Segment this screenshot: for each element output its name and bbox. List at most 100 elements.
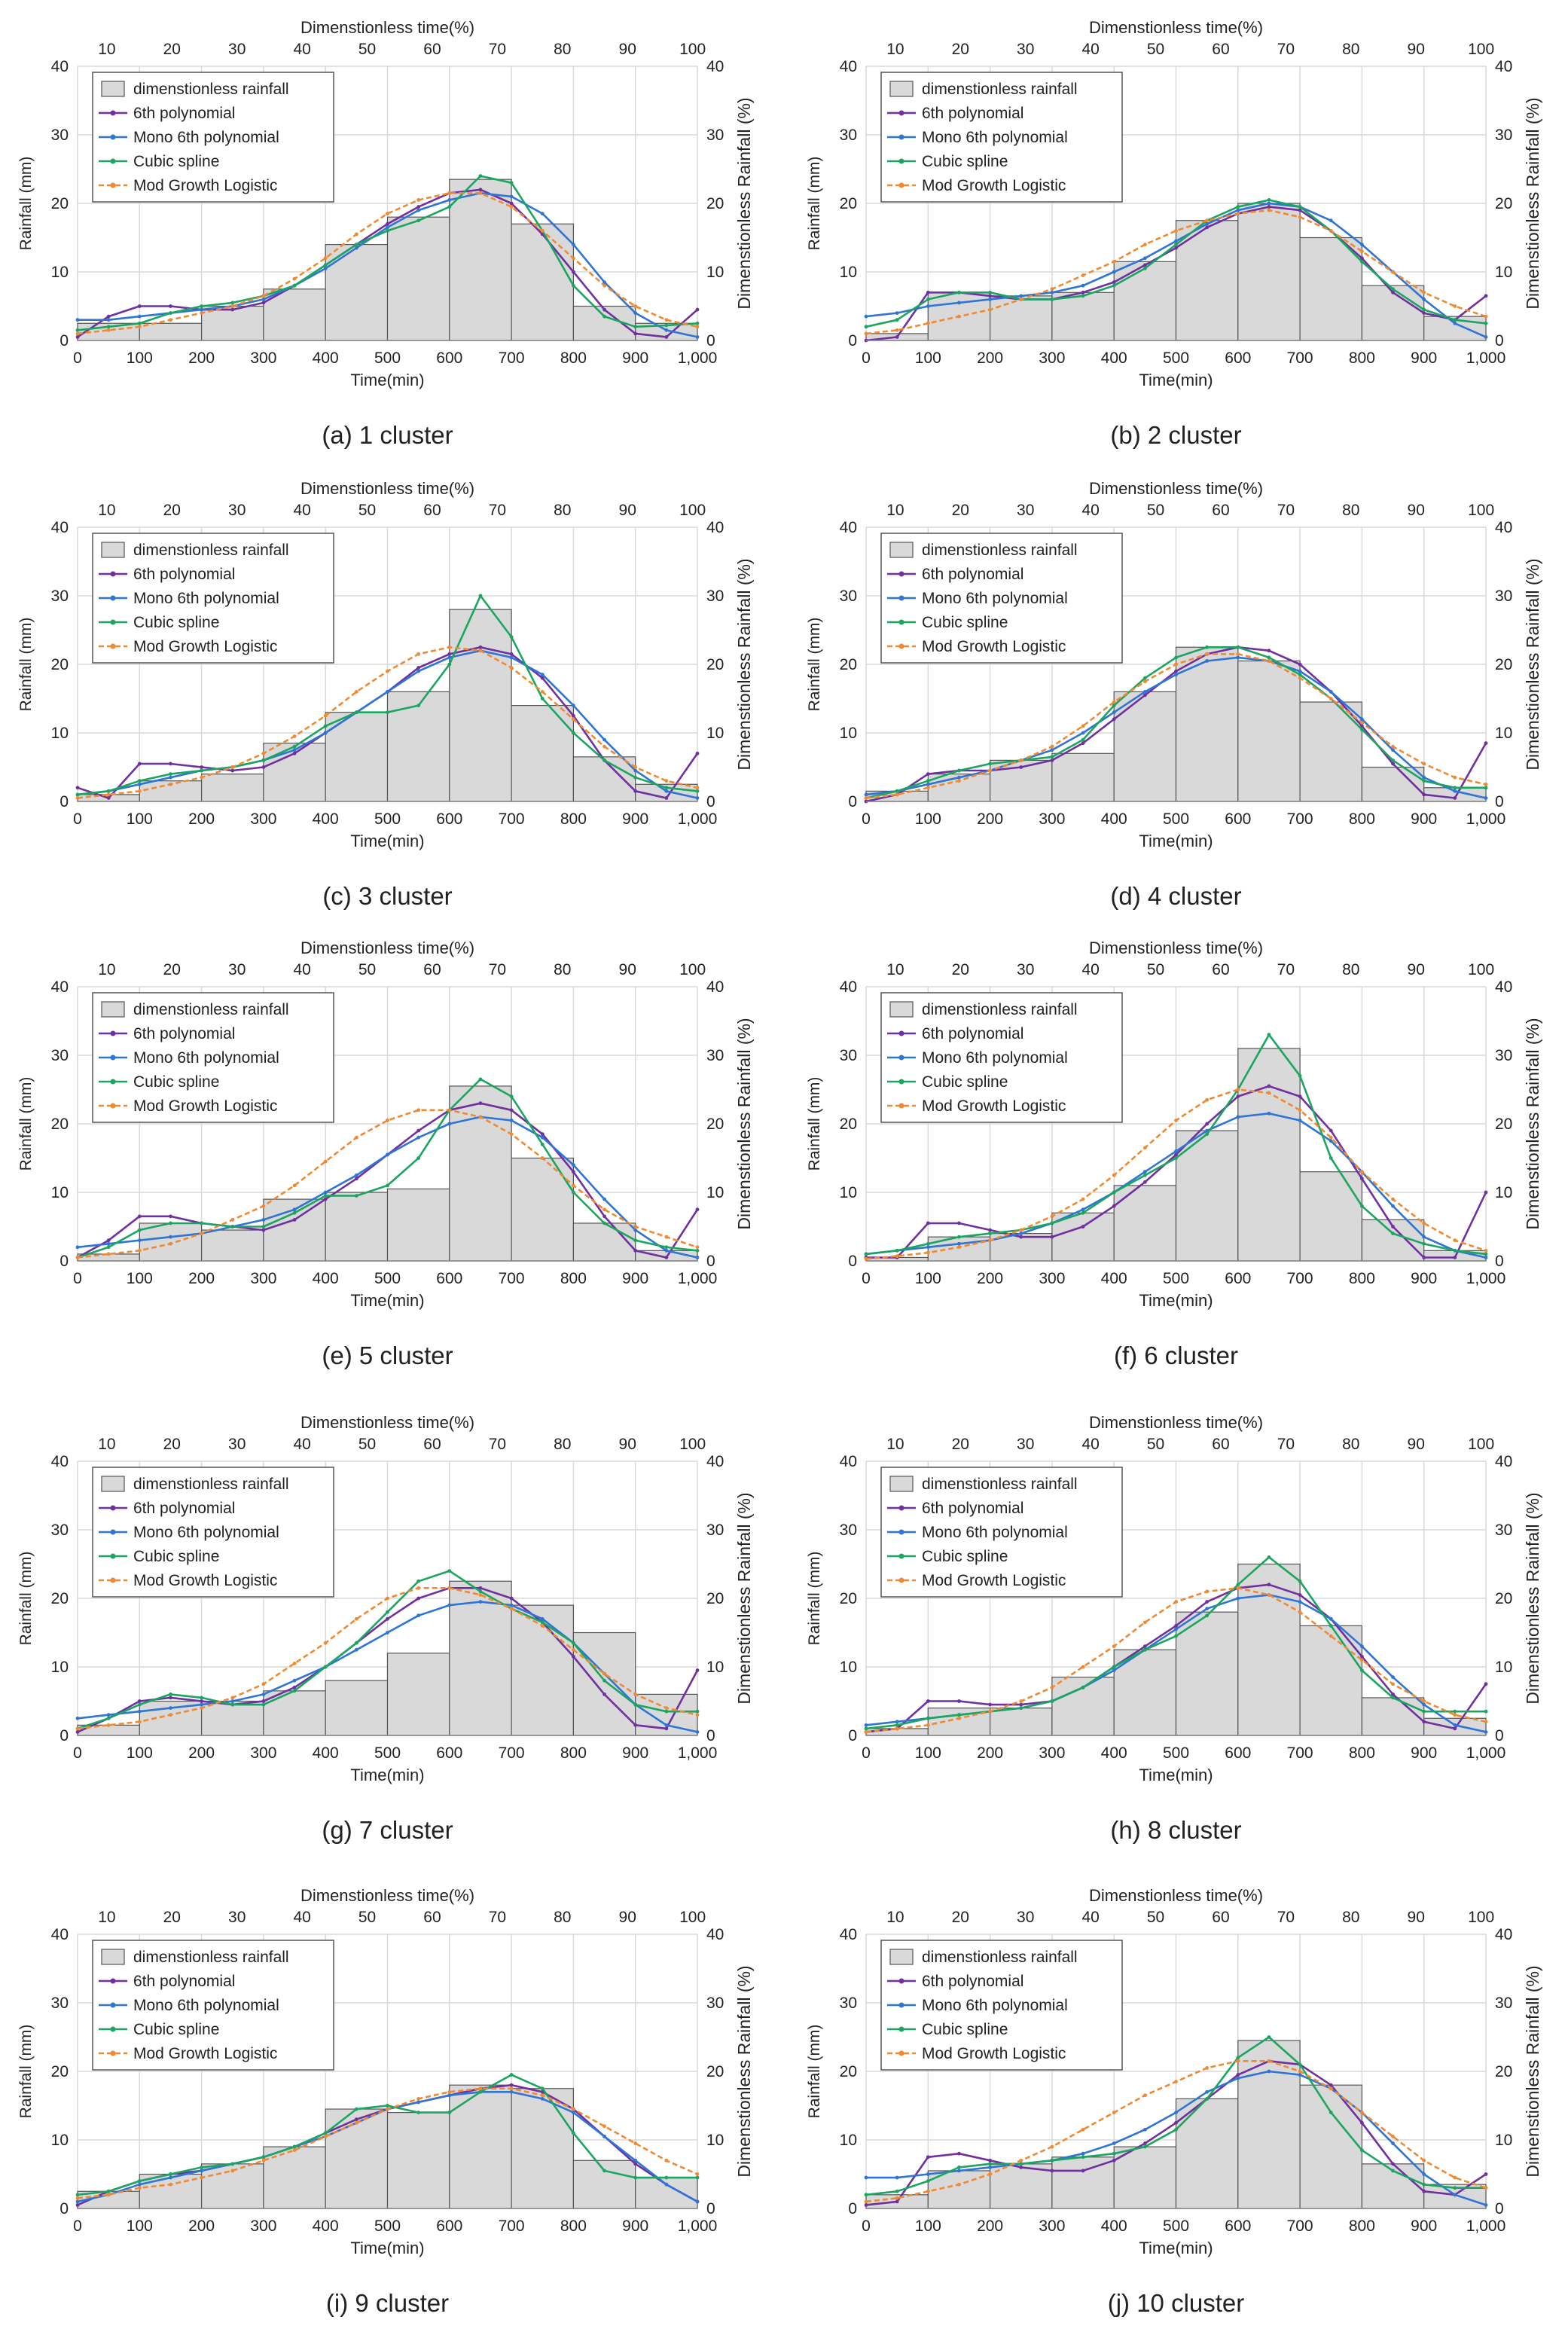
series-point (926, 304, 930, 308)
legend-label: dimenstionless rainfall (922, 542, 1078, 559)
rainfall-bar (511, 1157, 574, 1262)
series-point (1081, 1207, 1085, 1212)
y-tick-label: 20 (51, 656, 69, 673)
x-top-tick-label: 80 (1342, 502, 1359, 519)
series-point (1360, 1177, 1364, 1181)
series-point (1050, 1235, 1054, 1239)
series-point (261, 294, 266, 298)
x-tick-label: 1,000 (1466, 349, 1506, 367)
series-point (633, 1248, 638, 1253)
series-point (695, 2172, 700, 2176)
y-tick-label: 10 (51, 1659, 69, 1676)
series-point (1112, 1644, 1116, 1649)
series-point (200, 775, 203, 780)
series-point (926, 2179, 930, 2184)
series-point (261, 1682, 266, 1686)
series-point (1205, 1132, 1210, 1137)
series-point (416, 208, 421, 212)
series-point (926, 779, 930, 783)
series-point (1391, 270, 1395, 274)
x-tick-label: 900 (1411, 349, 1437, 367)
series-point (926, 1245, 930, 1250)
series-point (292, 283, 297, 288)
series-point (354, 1641, 358, 1645)
series-point (354, 1135, 358, 1140)
x-axis-title: Time(min) (1139, 1291, 1213, 1310)
series-point (386, 1119, 389, 1122)
series-point (261, 751, 266, 755)
series-point (106, 318, 111, 322)
series-point (1081, 737, 1085, 742)
series-point (200, 1696, 203, 1700)
series-point (478, 1077, 483, 1082)
legend-label: dimenstionless rainfall (133, 1476, 289, 1493)
series-point (895, 311, 899, 315)
x-top-tick-label: 20 (952, 41, 969, 58)
x-top-tick-label: 60 (1212, 41, 1229, 58)
series-point (1422, 1221, 1426, 1225)
x-top-tick-label: 90 (1408, 502, 1425, 519)
y-tick-label: 0 (59, 1253, 69, 1270)
series-point (1298, 2073, 1302, 2077)
series-point (864, 1256, 868, 1261)
series-point (602, 1207, 606, 1212)
series-point (1174, 1119, 1178, 1122)
series-point (1484, 1252, 1488, 1256)
series-point (447, 645, 452, 649)
legend: dimenstionless rainfall 6th polynomial Mon… (92, 1940, 334, 2071)
rainfall-bar (1175, 1611, 1239, 1736)
y-tick-label: 0 (848, 793, 857, 810)
rainfall-bar (201, 1229, 264, 1262)
y-tick-label: 40 (840, 978, 857, 996)
y2-tick-label: 10 (1495, 264, 1512, 281)
y-tick-label: 0 (848, 1727, 857, 1744)
y2-axis-title: Dimenstionless Rainfall (%) (1523, 558, 1542, 770)
series-point (695, 307, 700, 312)
y2-tick-label: 30 (1495, 588, 1512, 605)
series-point (895, 328, 899, 332)
x-tick-label: 100 (915, 810, 941, 828)
series-point (633, 2162, 638, 2166)
legend-label: Mod Growth Logistic (133, 2045, 277, 2062)
series-point (386, 669, 389, 673)
series-point (1267, 2069, 1271, 2074)
series-point (633, 2158, 638, 2163)
series-point (1329, 1135, 1333, 1140)
series-point (1298, 1094, 1302, 1098)
legend-label: 6th polynomial (133, 566, 235, 583)
series-point (1422, 311, 1426, 315)
series-point (864, 1252, 868, 1256)
legend-label: Mono 6th polynomial (133, 590, 279, 607)
x-top-axis-title: Dimenstionless time(%) (300, 1413, 474, 1432)
x-tick-label: 900 (622, 349, 648, 367)
series-point (1174, 239, 1178, 243)
series-point (323, 1197, 328, 1201)
x-tick-label: 700 (499, 349, 525, 367)
x-tick-label: 900 (622, 810, 648, 828)
legend-marker (110, 2026, 116, 2032)
series-point (1174, 1156, 1178, 1160)
legend-marker (898, 643, 904, 649)
x-top-tick-label: 80 (554, 1909, 571, 1926)
series-point (1081, 2169, 1085, 2173)
y-tick-label: 40 (51, 1453, 69, 1470)
series-point (230, 304, 235, 308)
legend-label: 6th polynomial (133, 105, 235, 122)
y-tick-label: 30 (840, 127, 857, 144)
y-tick-label: 30 (51, 127, 69, 144)
series-point (1236, 205, 1240, 209)
series-point (1236, 645, 1240, 649)
series-point (292, 276, 297, 281)
series-point (926, 782, 930, 786)
rainfall-bar (449, 2084, 512, 2209)
series-point (200, 307, 203, 312)
series-point (447, 1603, 452, 1607)
series-point (1422, 290, 1426, 295)
series-point (1267, 1583, 1271, 1587)
series-point (540, 676, 545, 680)
series-point (230, 307, 235, 312)
y-tick-label: 10 (840, 2132, 857, 2149)
x-axis-title: Time(min) (350, 832, 424, 850)
series-point (478, 174, 483, 179)
x-tick-label: 800 (1349, 1744, 1375, 1762)
